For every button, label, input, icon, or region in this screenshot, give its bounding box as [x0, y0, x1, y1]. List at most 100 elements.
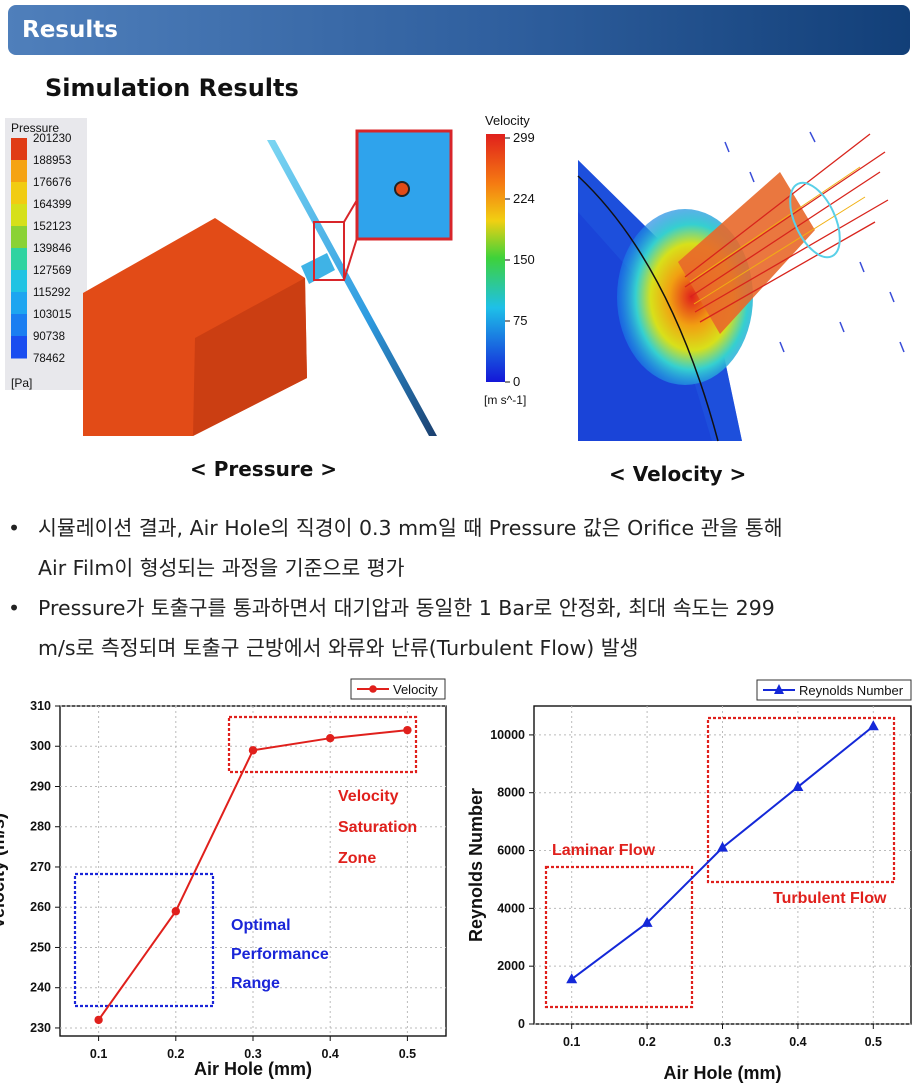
legend-marker	[369, 685, 377, 693]
pressure-legend-unit: [Pa]	[11, 376, 32, 390]
y-tick-label: 230	[30, 1021, 51, 1035]
x-tick-label: 0.2	[167, 1047, 184, 1061]
pressure-legend-label: 188953	[33, 155, 71, 167]
pressure-legend-label: 176676	[33, 177, 71, 189]
y-tick-label: 310	[30, 699, 51, 713]
pressure-legend-label: 164399	[33, 199, 71, 211]
y-axis-label: Velocity (m/s)	[0, 813, 8, 929]
pressure-legend-block	[11, 182, 27, 205]
x-tick-label: 0.1	[90, 1047, 107, 1061]
pressure-legend-block	[11, 204, 27, 227]
y-tick-label: 270	[30, 860, 51, 874]
velocity-panel: Velocity 299 224 150 75 0 [m s^-1]	[480, 112, 918, 442]
data-point	[792, 780, 804, 791]
data-point	[867, 720, 879, 731]
velocity-figure: Velocity 299 224 150 75 0 [m s^-1]	[484, 113, 905, 442]
legend-box	[756, 679, 912, 701]
velocity-legend-label: 0	[513, 374, 520, 389]
annotation-label: Range	[231, 975, 280, 992]
bullet-line: m/s로 측정되며 토출구 근방에서 와류와 난류(Turbulent Flow…	[38, 636, 639, 660]
bullet-item: • Pressure가 토출구를 통과하면서 대기압과 동일한 1 Bar로 안…	[5, 588, 905, 668]
annotation-label: Laminar Flow	[552, 842, 656, 859]
annotation-label: Optimal	[231, 917, 291, 934]
x-tick-label: 0.2	[638, 1035, 655, 1049]
legend-label: Velocity	[393, 682, 438, 697]
velocity-legend-label: 299	[513, 130, 535, 145]
bullet-line: Air Film이 형성되는 과정을 기준으로 평가	[38, 556, 405, 580]
pressure-figure: Pressure 201230 188953 176676 164399 152123 1…	[5, 118, 453, 436]
x-tick-label: 0.1	[563, 1035, 580, 1049]
y-tick-label: 260	[30, 900, 51, 914]
pressure-panel: Pressure 201230 188953 176676 164399 152123 1…	[5, 118, 460, 440]
y-tick-label: 10000	[490, 728, 525, 742]
pressure-legend-block	[11, 138, 27, 161]
pressure-legend-label: 78462	[33, 353, 65, 365]
pressure-caption: < Pressure >	[190, 457, 338, 481]
legend-label: Reynolds Number	[799, 683, 904, 698]
y-tick-label: 4000	[497, 901, 525, 915]
y-tick-label: 290	[30, 779, 51, 793]
pressure-legend-block	[11, 226, 27, 249]
y-tick-label: 240	[30, 981, 51, 995]
annotation-box	[227, 715, 418, 774]
y-axis-label: Reynolds Number	[466, 788, 486, 942]
data-point	[171, 907, 180, 916]
velocity-caption: < Velocity >	[609, 462, 747, 486]
pressure-legend-block	[11, 314, 27, 337]
y-tick-label: 8000	[497, 786, 525, 800]
velocity-jet	[678, 172, 815, 334]
pressure-legend-block	[11, 160, 27, 183]
bullet-line: 시뮬레이션 결과, Air Hole의 직경이 0.3 mm일 때 Pressu…	[38, 516, 783, 540]
pressure-legend-label: 115292	[33, 287, 71, 299]
pressure-orifice-tube	[301, 253, 335, 284]
results-banner: Results	[8, 5, 910, 55]
y-tick-label: 6000	[497, 844, 525, 858]
velocity-legend-label: 75	[513, 313, 527, 328]
velocity-chart: 0.1 0.2 0.3 0.4 0.5 230 240 250 260 270 280 290 300 3…	[0, 678, 447, 1079]
annotation-label: Saturation	[338, 819, 417, 836]
data-point	[94, 1015, 103, 1025]
reynolds-chart: 0.1 0.2 0.3 0.4 0.5 0 2000 4000 6000 8000 10000 Air…	[466, 679, 912, 1083]
x-axis-label: Air Hole (mm)	[663, 1063, 781, 1083]
annotation-label: Velocity	[338, 788, 399, 805]
legend-box	[350, 678, 446, 700]
data-point	[717, 841, 728, 852]
pressure-plate	[267, 140, 437, 436]
annotation-box	[706, 716, 896, 884]
pressure-hole-marker	[394, 181, 410, 197]
pressure-legend-label: 152123	[33, 221, 71, 233]
pressure-legend-title: Pressure	[11, 121, 59, 135]
pressure-legend-label: 201230	[33, 133, 71, 145]
y-tick-label: 300	[30, 739, 51, 753]
pressure-legend-block	[11, 248, 27, 271]
data-point	[566, 973, 578, 984]
data-point	[248, 746, 258, 755]
pressure-legend-label: 90738	[33, 331, 65, 343]
x-tick-label: 0.5	[865, 1035, 882, 1049]
velocity-legend-label: 150	[513, 252, 535, 267]
pressure-zoom-box	[313, 221, 345, 281]
banner-title: Results	[22, 17, 118, 43]
annotation-label: Turbulent Flow	[773, 890, 887, 907]
legend-marker	[774, 684, 784, 694]
pressure-legend-bar	[11, 138, 27, 359]
annotation-box	[544, 865, 694, 1009]
pressure-legend-block	[11, 336, 27, 359]
annotation-label: Zone	[338, 850, 376, 867]
x-tick-label: 0.4	[789, 1035, 806, 1049]
pressure-legend-block	[11, 270, 27, 293]
section-subtitle: Simulation Results	[45, 74, 299, 102]
pressure-legend-label: 139846	[33, 243, 71, 255]
pressure-legend-label: 103015	[33, 309, 71, 321]
y-tick-label: 2000	[497, 959, 525, 973]
pressure-legend-block	[11, 292, 27, 315]
data-point	[641, 916, 653, 927]
pressure-legend-label: 127569	[33, 265, 71, 277]
annotation-label: Performance	[231, 946, 329, 963]
data-point	[326, 733, 335, 743]
bullet-line: Pressure가 토출구를 통과하면서 대기압과 동일한 1 Bar로 안정화…	[38, 596, 775, 620]
pressure-legend-labels: 201230 188953 176676 164399 152123 139846 1275…	[33, 133, 71, 365]
x-tick-label: 0.5	[399, 1047, 416, 1061]
x-tick-label: 0.3	[714, 1035, 731, 1049]
velocity-legend-unit: [m s^-1]	[484, 393, 526, 407]
